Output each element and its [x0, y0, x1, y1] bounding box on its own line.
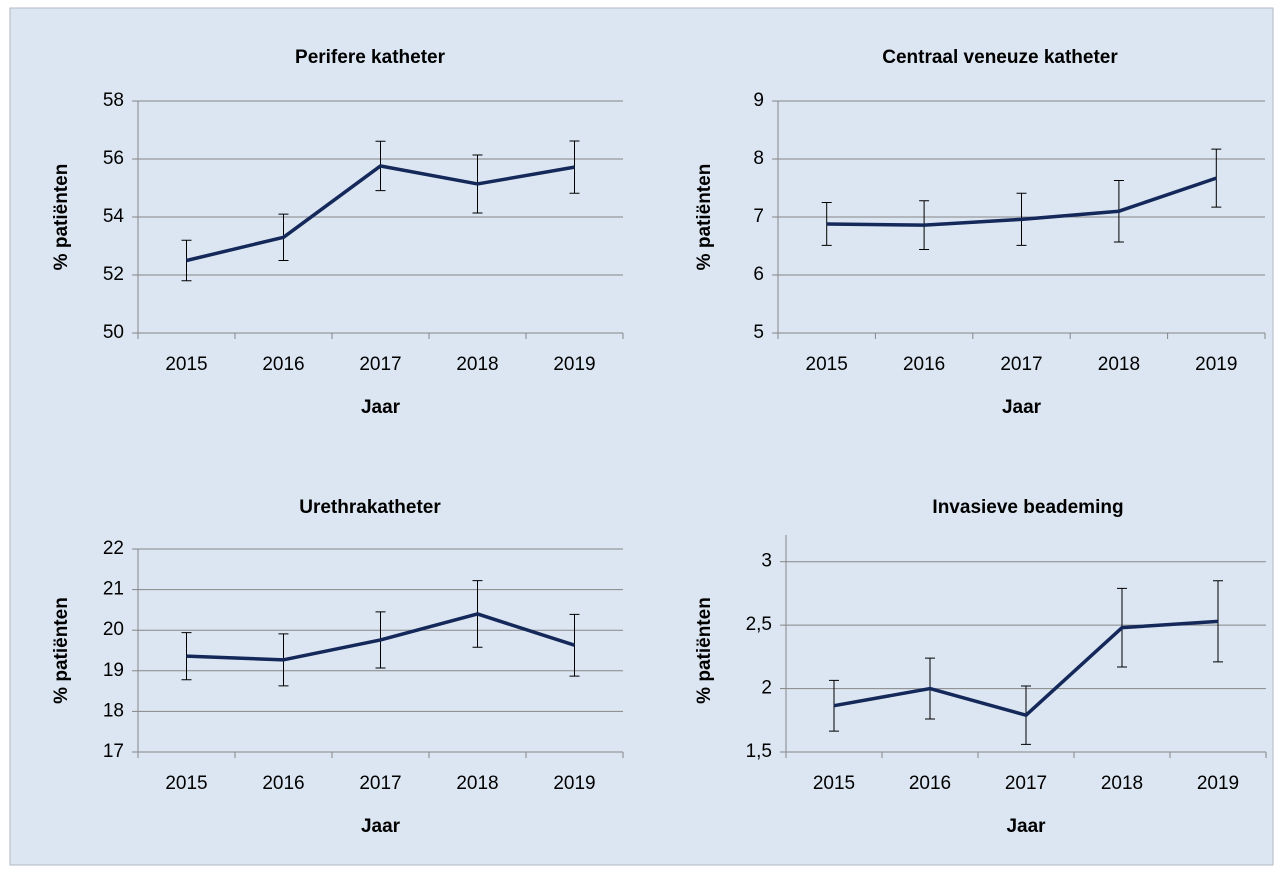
x-tick-label: 2016 — [903, 354, 945, 375]
y-tick-label: 21 — [103, 579, 124, 600]
y-tick-label: 3 — [761, 551, 772, 572]
y-tick-label: 8 — [753, 148, 764, 169]
x-tick-label: 2018 — [456, 354, 498, 375]
x-tick-label: 2017 — [1000, 354, 1042, 375]
y-tick-label: 6 — [753, 264, 764, 285]
y-tick-label: 50 — [103, 322, 124, 343]
x-axis-title: Jaar — [1002, 397, 1042, 418]
x-tick-label: 2018 — [1098, 354, 1140, 375]
y-tick-label: 20 — [103, 619, 124, 640]
y-axis-title: % patiënten — [694, 164, 715, 271]
x-tick-label: 2018 — [1101, 773, 1143, 794]
error-bar — [829, 679, 839, 732]
chart-title: Centraal veneuze katheter — [882, 47, 1118, 68]
x-axis-title: Jaar — [361, 397, 401, 418]
x-tick-label: 2017 — [359, 773, 401, 794]
x-tick-label: 2018 — [456, 773, 498, 794]
x-tick-label: 2016 — [262, 773, 304, 794]
x-tick-label: 2019 — [1197, 773, 1239, 794]
background — [9, 7, 1274, 866]
y-tick-label: 56 — [103, 148, 124, 169]
line — [186, 164, 575, 263]
line — [186, 612, 576, 662]
y-tick-label: 17 — [103, 741, 124, 762]
y-tick-label: 2 — [761, 678, 772, 699]
x-tick-label: 2016 — [262, 354, 304, 375]
x-axis-title: Jaar — [1006, 816, 1046, 837]
y-tick-label: 58 — [103, 90, 124, 111]
line — [833, 619, 1219, 717]
y-tick-label: 5 — [753, 322, 764, 343]
x-tick-label: 2015 — [165, 773, 207, 794]
x-tick-label: 2015 — [165, 354, 207, 375]
y-tick-label: 52 — [103, 264, 124, 285]
y-tick-label: 1,5 — [746, 741, 772, 762]
y-tick-label: 54 — [103, 206, 125, 227]
y-axis-title: % patiënten — [694, 597, 715, 704]
y-tick-label: 18 — [103, 700, 124, 721]
x-axis-title: Jaar — [361, 816, 401, 837]
y-tick-label: 7 — [753, 206, 764, 227]
x-tick-label: 2016 — [909, 773, 951, 794]
x-tick-label: 2015 — [813, 773, 855, 794]
x-tick-label: 2019 — [553, 354, 595, 375]
y-axis-title: % patiënten — [51, 164, 72, 271]
chart-title: Invasieve beademing — [932, 497, 1123, 518]
y-tick-label: 9 — [753, 90, 764, 111]
y-axis-title: % patiënten — [51, 597, 72, 704]
x-tick-label: 2017 — [359, 354, 401, 375]
x-tick-label: 2017 — [1005, 773, 1047, 794]
chart-title: Urethrakatheter — [299, 497, 441, 518]
x-tick-label: 2015 — [806, 354, 848, 375]
line — [826, 176, 1217, 227]
x-tick-label: 2019 — [553, 773, 595, 794]
y-tick-label: 19 — [103, 660, 124, 681]
chart-title: Perifere katheter — [295, 47, 446, 68]
y-tick-label: 22 — [103, 538, 124, 559]
y-tick-label: 2,5 — [746, 614, 772, 635]
x-tick-label: 2019 — [1195, 354, 1237, 375]
